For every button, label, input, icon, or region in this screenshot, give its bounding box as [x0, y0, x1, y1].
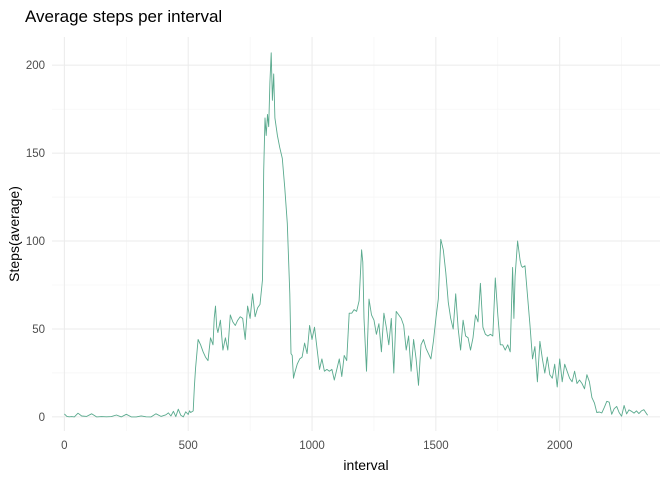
y-axis: 0 50 100 150 200: [26, 60, 45, 424]
x-tick-label: 1000: [299, 440, 325, 452]
x-tick-label: 2000: [547, 440, 573, 452]
x-tick-label: 1500: [423, 440, 449, 452]
x-axis-title: interval: [343, 457, 388, 473]
x-tick-label: 0: [61, 440, 67, 452]
x-tick-label: 500: [179, 440, 198, 452]
y-tick-label: 100: [26, 236, 45, 248]
x-axis: 0 500 1000 1500 2000: [61, 440, 572, 452]
chart-grid: [52, 37, 660, 431]
y-tick-label: 0: [39, 412, 45, 424]
y-tick-label: 150: [26, 148, 45, 160]
series-line: [64, 52, 648, 418]
y-axis-title: Steps(average): [6, 186, 22, 282]
chart-title: Average steps per interval: [25, 7, 222, 26]
y-tick-label: 200: [26, 60, 45, 72]
chart-series: [64, 52, 648, 418]
y-tick-label: 50: [32, 324, 45, 336]
